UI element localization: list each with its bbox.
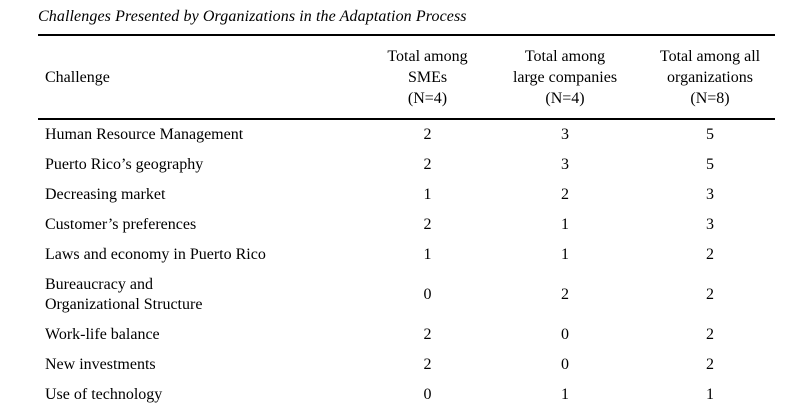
table-row: Customer’s preferences 2 1 3 [38,210,775,240]
column-header-challenge: Challenge [45,69,110,86]
smes-value: 2 [423,156,432,173]
challenge-cell: New investments [45,356,156,373]
all-organizations-value: 3 [706,186,714,203]
all-organizations-value: 2 [706,356,714,373]
large-companies-value: 0 [561,356,569,373]
document-page: Challenges Presented by Organizations in… [38,8,775,403]
large-companies-value: 3 [561,126,569,143]
table-header: Challenge Total among SMEs (N=4) Total a… [38,35,775,119]
column-header-all-organizations: Total among all organizations (N=8) [659,48,761,107]
table-row: Work-life balance 2 0 2 [38,320,775,350]
table-row: Bureaucracy and Organizational Structure… [38,270,775,320]
challenge-cell: Customer’s preferences [45,216,197,233]
large-companies-value: 2 [561,186,569,203]
all-organizations-value: 2 [706,246,714,263]
table-row: Use of technology 0 1 1 [38,380,775,410]
smes-value: 1 [423,186,432,203]
challenge-cell: Bureaucracy and Organizational Structure [45,276,203,313]
large-companies-value: 2 [561,286,569,303]
challenges-table: Challenge Total among SMEs (N=4) Total a… [38,34,775,410]
all-organizations-value: 5 [706,156,714,173]
all-organizations-value: 2 [706,286,714,303]
table-row: New investments 2 0 2 [38,350,775,380]
challenge-cell: Puerto Rico’s geography [45,156,204,173]
large-companies-value: 0 [561,326,569,343]
large-companies-value: 3 [561,156,569,173]
smes-value: 0 [423,286,432,303]
all-organizations-value: 5 [706,126,714,143]
challenge-cell: Work-life balance [45,326,160,343]
all-organizations-value: 2 [706,326,714,343]
smes-value: 2 [423,126,432,143]
table-body: Human Resource Management 2 3 5 Puerto R… [38,119,775,410]
table-row: Laws and economy in Puerto Rico 1 1 2 [38,240,775,270]
smes-value: 0 [423,386,432,403]
table-title: Challenges Presented by Organizations in… [38,8,467,25]
table-row: Human Resource Management 2 3 5 [38,119,775,150]
column-header-large-companies: Total among large companies (N=4) [512,48,618,107]
table-row: Decreasing market 1 2 3 [38,180,775,210]
large-companies-value: 1 [561,216,569,233]
smes-value: 2 [423,326,432,343]
header-row: Challenge Total among SMEs (N=4) Total a… [38,35,775,119]
challenge-cell: Human Resource Management [45,126,244,143]
large-companies-value: 1 [561,386,569,403]
all-organizations-value: 1 [706,386,714,403]
challenge-cell: Decreasing market [45,186,166,203]
column-header-smes: Total among SMEs (N=4) [387,48,468,107]
smes-value: 2 [423,216,432,233]
smes-value: 2 [423,356,432,373]
challenge-cell: Laws and economy in Puerto Rico [45,246,266,263]
table-row: Puerto Rico’s geography 2 3 5 [38,150,775,180]
all-organizations-value: 3 [706,216,714,233]
smes-value: 1 [423,246,432,263]
large-companies-value: 1 [561,246,569,263]
challenge-cell: Use of technology [45,386,163,403]
